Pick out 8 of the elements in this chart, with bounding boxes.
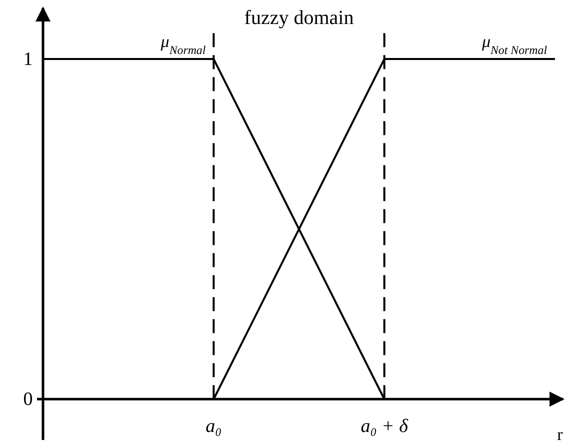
y-tick-label: 1 [23, 49, 33, 70]
x-tick-label: a₀ + δ [360, 416, 410, 437]
x-axis-title: r [557, 425, 564, 443]
series-label: μ$_{Not Normal}$ [480, 32, 548, 58]
annotation: fuzzy domain [244, 7, 354, 29]
series-label: μ$_{Normal}$ [160, 32, 206, 58]
y-tick-label: 0 [23, 389, 33, 410]
x-tick-label: a₀ [206, 416, 222, 437]
